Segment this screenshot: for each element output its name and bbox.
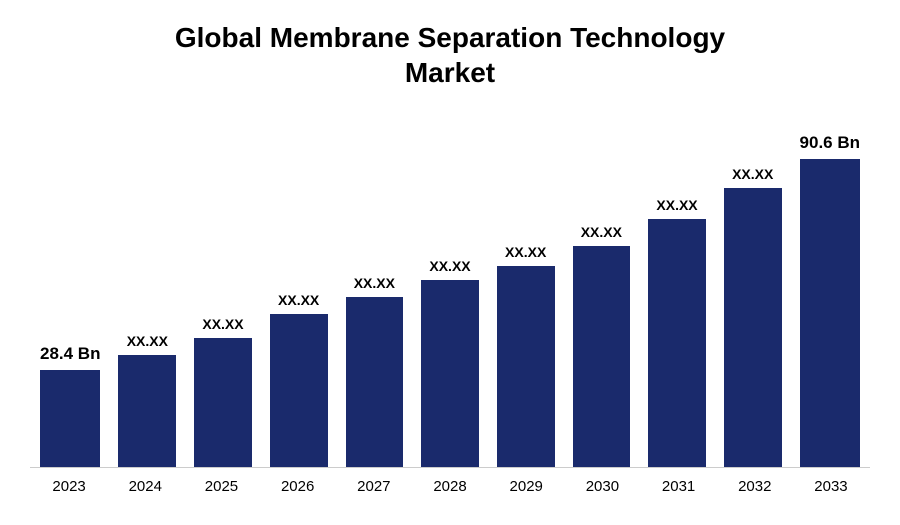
x-axis-label: 2023 <box>40 478 98 495</box>
bar <box>118 355 176 467</box>
bar-value-label: XX.XX <box>202 316 243 332</box>
bar <box>421 280 479 467</box>
bar-value-label: 28.4 Bn <box>40 344 100 364</box>
bar <box>800 159 860 467</box>
bar <box>497 266 555 467</box>
bar <box>648 219 706 467</box>
bar-wrapper: XX.XX <box>421 110 479 467</box>
x-axis: 2023 2024 2025 2026 2027 2028 2029 2030 2031 2032… <box>30 478 870 495</box>
bar-value-label: XX.XX <box>505 244 546 260</box>
bar <box>346 297 404 467</box>
bar-wrapper: XX.XX <box>724 110 782 467</box>
x-axis-label: 2026 <box>269 478 327 495</box>
chart-title-line2: Market <box>30 55 870 90</box>
bar-value-label: XX.XX <box>656 197 697 213</box>
x-axis-label: 2032 <box>726 478 784 495</box>
bar-wrapper: 90.6 Bn <box>800 110 860 467</box>
x-axis-label: 2025 <box>192 478 250 495</box>
x-axis-label: 2031 <box>650 478 708 495</box>
bar-wrapper: XX.XX <box>118 110 176 467</box>
bar-value-label: XX.XX <box>278 292 319 308</box>
bar-value-label: XX.XX <box>732 166 773 182</box>
chart-container: Global Membrane Separation Technology Ma… <box>0 0 900 525</box>
x-axis-label: 2028 <box>421 478 479 495</box>
x-axis-label: 2024 <box>116 478 174 495</box>
bar <box>194 338 252 467</box>
chart-plot-area: 28.4 Bn XX.XX XX.XX XX.XX XX.XX XX.XX XX.XX XX.… <box>30 110 870 468</box>
bar-wrapper: XX.XX <box>573 110 631 467</box>
bar-wrapper: XX.XX <box>346 110 404 467</box>
bar-wrapper: XX.XX <box>270 110 328 467</box>
bar <box>724 188 782 467</box>
bar-wrapper: XX.XX <box>194 110 252 467</box>
bar <box>40 370 100 467</box>
x-axis-label: 2033 <box>802 478 860 495</box>
x-axis-label: 2030 <box>573 478 631 495</box>
bar-value-label: 90.6 Bn <box>800 133 860 153</box>
bar-value-label: XX.XX <box>354 275 395 291</box>
bar-wrapper: 28.4 Bn <box>40 110 100 467</box>
chart-title: Global Membrane Separation Technology Ma… <box>30 20 870 90</box>
bar-value-label: XX.XX <box>127 333 168 349</box>
bar-value-label: XX.XX <box>581 224 622 240</box>
bar <box>573 246 631 467</box>
x-axis-label: 2029 <box>497 478 555 495</box>
bar <box>270 314 328 467</box>
bar-wrapper: XX.XX <box>497 110 555 467</box>
bar-wrapper: XX.XX <box>648 110 706 467</box>
bar-value-label: XX.XX <box>429 258 470 274</box>
chart-title-line1: Global Membrane Separation Technology <box>30 20 870 55</box>
x-axis-label: 2027 <box>345 478 403 495</box>
